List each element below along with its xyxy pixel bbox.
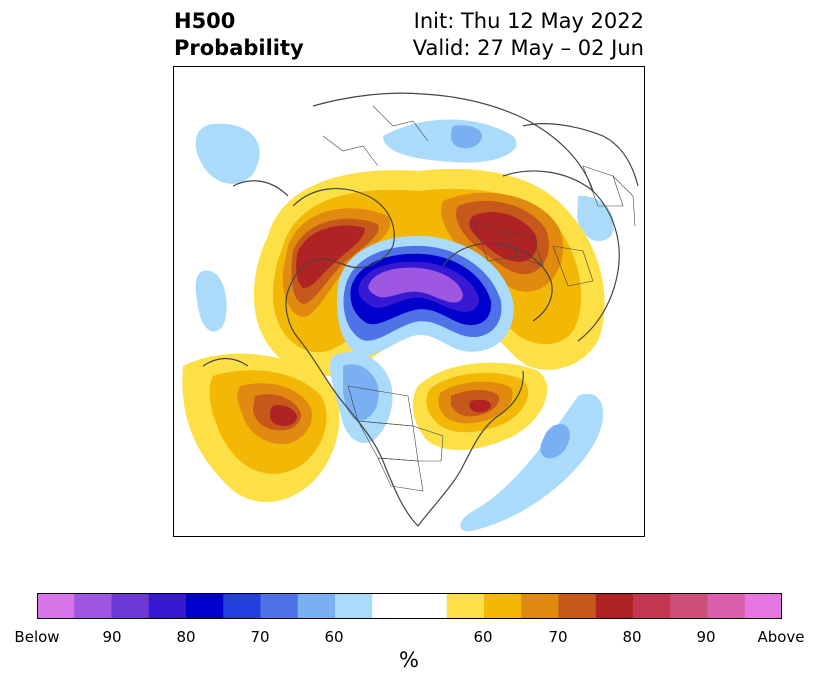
title-valid-range: Valid: 27 May – 02 Jun (412, 36, 644, 60)
colorbar-segment (633, 593, 671, 619)
colorbar-segment (260, 593, 299, 619)
colorbar-segment (372, 593, 410, 619)
colorbar-segment (744, 593, 782, 619)
colorbar-tick-label: Above (757, 628, 805, 646)
colorbar-tick-label: 80 (622, 628, 642, 646)
colorbar-tick-label: 90 (696, 628, 716, 646)
map-frame (173, 66, 645, 537)
above-center-east-3 (469, 212, 538, 262)
above-center-west-3 (296, 225, 365, 288)
colorbar-segment (409, 593, 448, 619)
colorbar-tick-label: 60 (473, 628, 493, 646)
below-region-west (195, 270, 227, 332)
colorbar-segment (297, 593, 336, 619)
colorbar-tick-label: 80 (176, 628, 196, 646)
colorbar-segment (223, 593, 261, 619)
below-region-northwest (195, 123, 260, 184)
below-region-north (383, 119, 517, 163)
colorbar-segment (595, 593, 634, 619)
colorbar-segment (446, 593, 485, 619)
colorbar-tick-label: 70 (548, 628, 568, 646)
title-probability: Probability (174, 36, 304, 60)
colorbar-segment (521, 593, 559, 619)
colorbar-segment (74, 593, 112, 619)
colorbar-segment (484, 593, 522, 619)
below-region-north-inner (450, 125, 483, 149)
colorbar-frame (37, 593, 782, 619)
chart-title-left: H500 Probability (174, 8, 304, 62)
title-init-date: Init: Thu 12 May 2022 (413, 9, 644, 33)
colorbar-segment (335, 593, 373, 619)
colorbar-segment (111, 593, 150, 619)
colorbar-tick-label: 90 (102, 628, 122, 646)
borders (322, 105, 636, 492)
above-region-atlantic-5 (469, 399, 491, 413)
colorbar-segment (670, 593, 708, 619)
colorbar-tick-label: 60 (324, 628, 344, 646)
below-region-southeast-inner (540, 424, 570, 459)
colorbar-segments (37, 593, 782, 619)
below-region-east (577, 195, 614, 242)
colorbar-segment (558, 593, 597, 619)
colorbar-segment (186, 593, 224, 619)
colorbar-segment (148, 593, 187, 619)
below-region-north-america-2 (343, 364, 379, 422)
colorbar-tick-label: Below (14, 628, 60, 646)
above-region-pacific-5 (269, 405, 297, 426)
colorbar-segment (37, 593, 75, 619)
title-field-name: H500 (174, 9, 236, 33)
colorbar (37, 593, 782, 619)
probability-map (173, 66, 645, 537)
colorbar-tick-label: 70 (250, 628, 270, 646)
colorbar-segment (707, 593, 746, 619)
colorbar-unit: % (399, 648, 419, 672)
chart-title-right: Init: Thu 12 May 2022 Valid: 27 May – 02… (413, 8, 644, 62)
map-fields (173, 66, 645, 537)
coastlines (202, 92, 639, 527)
below-vortex-90 (368, 267, 463, 303)
